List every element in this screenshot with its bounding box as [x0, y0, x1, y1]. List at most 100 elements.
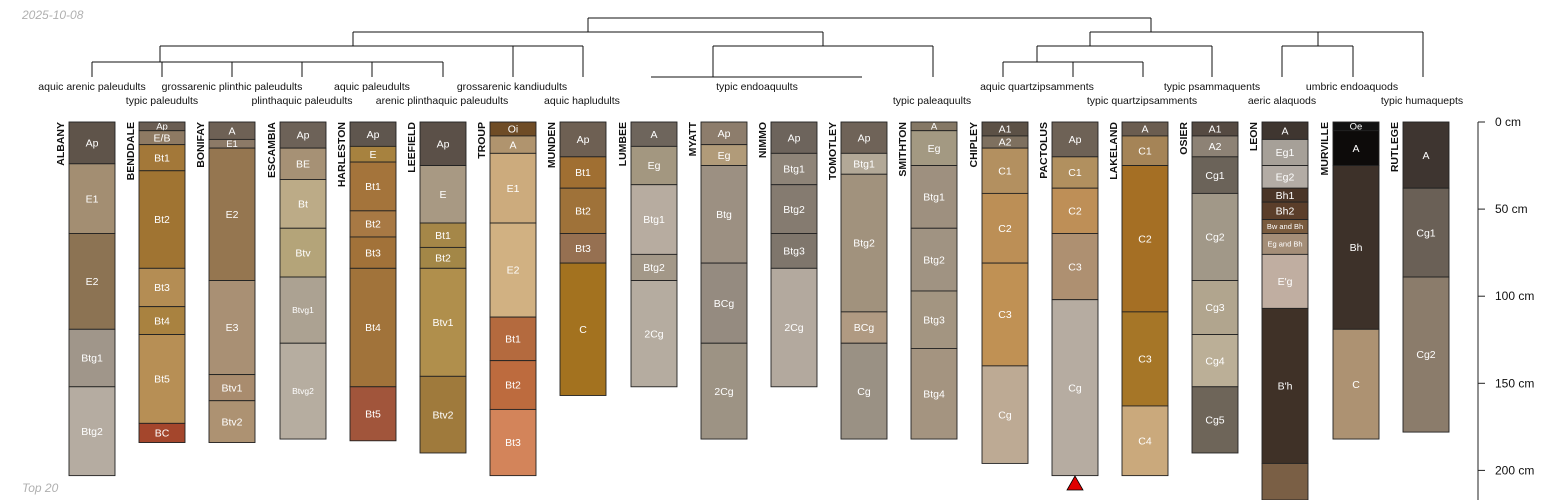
- horizon-label: Bh1: [1276, 190, 1295, 202]
- horizon-block: [700, 342, 748, 440]
- profile-pactolus: PACTOLUS Ap C1 C2 C3 Cg: [1038, 121, 1099, 477]
- horizon-label: Oi: [508, 124, 519, 136]
- horizon-block: [981, 365, 1029, 464]
- horizon-label: C2: [998, 223, 1012, 235]
- profile-smithton: SMITHTON A Eg Btg1 Btg2 Btg3 Btg4: [897, 121, 958, 440]
- profile-bonifay: BONIFAY A E1 E2 E3 Btv1 Btv2: [195, 121, 256, 443]
- horizon-label: Btg3: [783, 246, 805, 258]
- horizon-label: E: [439, 189, 446, 201]
- horizon-label: A: [1281, 125, 1288, 137]
- horizon-label: Bw and Bh: [1267, 222, 1303, 231]
- horizon-block: [630, 184, 678, 255]
- horizon-label: Cg2: [1416, 349, 1435, 361]
- axis-tick-label: 200 cm: [1495, 463, 1534, 477]
- horizon-label: Btg3: [923, 314, 945, 326]
- axis-tick-label: 100 cm: [1495, 289, 1534, 303]
- horizon-label: A: [1422, 150, 1429, 162]
- horizon-block: [349, 210, 397, 238]
- horizon-block: [1191, 192, 1239, 281]
- horizon-block: [419, 267, 467, 377]
- horizon-block: [349, 236, 397, 269]
- horizon-block: [1332, 165, 1380, 330]
- horizon-label: Cg4: [1205, 355, 1224, 367]
- horizon-label: Bt5: [154, 374, 170, 386]
- horizon-block: [630, 145, 678, 186]
- horizon-label: Btg2: [853, 238, 875, 250]
- horizon-label: Bt1: [575, 167, 591, 179]
- taxonomy-label: grossarenic plinthic paleudults: [162, 81, 303, 93]
- horizon-label: 2Cg: [784, 322, 803, 334]
- horizon-label: Btg: [716, 209, 732, 221]
- horizon-label: Ap: [437, 138, 450, 150]
- horizon-label: E'g: [1278, 276, 1293, 288]
- taxonomy-label: typic humaquepts: [1381, 95, 1463, 107]
- horizon-label: Eg: [718, 150, 731, 162]
- horizon-block: [349, 121, 397, 147]
- horizon-label: E3: [226, 322, 239, 334]
- horizon-label: C3: [1138, 354, 1152, 366]
- horizon-label: BCg: [854, 322, 875, 334]
- horizon-block: [489, 408, 537, 477]
- horizon-label: C3: [1068, 261, 1082, 273]
- horizon-block: [208, 280, 256, 376]
- taxonomy-label: umbric endoaquods: [1306, 81, 1398, 93]
- horizon-label: C: [579, 324, 587, 336]
- horizon-block: [68, 386, 116, 477]
- horizon-block: [981, 192, 1029, 264]
- horizon-label: Cg1: [1205, 170, 1224, 182]
- profile-munden: MUNDEN Ap Bt1 Bt2 Bt3 C: [546, 121, 607, 396]
- taxonomy-dendrogram: [91, 17, 1424, 78]
- horizon-label: Btg1: [923, 192, 945, 204]
- profile-name: BONIFAY: [195, 122, 207, 168]
- horizon-block: [1261, 253, 1309, 309]
- horizon-block: [700, 262, 748, 344]
- horizon-label: Bt2: [505, 380, 521, 392]
- profile-name: LEON: [1248, 122, 1260, 151]
- horizon-block: [1051, 299, 1099, 477]
- horizon-block: [489, 152, 537, 224]
- horizon-block: [489, 222, 537, 318]
- horizon-label: A: [650, 129, 657, 141]
- horizon-block: [68, 233, 116, 330]
- horizon-label: Btg2: [81, 426, 103, 438]
- horizon-label: Ap: [718, 128, 731, 140]
- horizon-block: [208, 147, 256, 281]
- taxonomy-label: typic paleaquults: [893, 95, 971, 107]
- horizon-label: Btg4: [923, 388, 945, 400]
- depth-axis: 0 cm 50 cm 100 cm 150 cm 200 cm: [1477, 115, 1534, 500]
- horizon-block: [840, 342, 888, 440]
- horizon-label: Bt1: [435, 230, 451, 242]
- profile-nimmo: NIMMO Ap Btg1 Btg2 Btg3 2Cg: [757, 121, 818, 388]
- horizon-label: Btg2: [643, 262, 665, 274]
- horizon-label: C: [1352, 379, 1360, 391]
- horizon-label: C1: [1068, 167, 1082, 179]
- horizon-block: [279, 121, 327, 149]
- horizon-label: C4: [1138, 435, 1152, 447]
- horizon-label: Eg and Bh: [1267, 240, 1302, 249]
- taxonomy-labels: aquic arenic paleudults grossarenic plint…: [38, 81, 1463, 107]
- horizon-label: Cg: [998, 409, 1012, 421]
- horizon-label: Btv: [295, 247, 311, 259]
- taxonomy-label: aquic paleudults: [334, 81, 410, 93]
- horizon-label: A1: [999, 124, 1012, 136]
- horizon-label: Bt2: [365, 219, 381, 231]
- horizon-block: [910, 227, 958, 292]
- horizon-block: [1261, 307, 1309, 464]
- horizon-label: Eg2: [1276, 172, 1295, 184]
- horizon-label: E1: [507, 183, 520, 195]
- taxonomy-label: aquic arenic paleudults: [38, 81, 145, 93]
- horizon-block: [910, 130, 958, 167]
- horizon-block: [208, 374, 256, 402]
- horizon-label: B'h: [1278, 381, 1293, 393]
- horizon-label: 2Cg: [714, 386, 733, 398]
- horizon-block: [981, 262, 1029, 367]
- horizon-label: Bt1: [154, 152, 170, 164]
- horizon-label: Btg2: [923, 254, 945, 266]
- horizon-label: Bt3: [154, 282, 170, 294]
- profile-name: HARLESTON: [336, 122, 348, 187]
- profile-name: CHIPLEY: [968, 122, 980, 168]
- horizon-label: A2: [1209, 141, 1222, 153]
- horizon-label: Cg: [1068, 382, 1082, 394]
- horizon-label: A1: [1209, 124, 1222, 136]
- horizon-label: Cg5: [1205, 415, 1224, 427]
